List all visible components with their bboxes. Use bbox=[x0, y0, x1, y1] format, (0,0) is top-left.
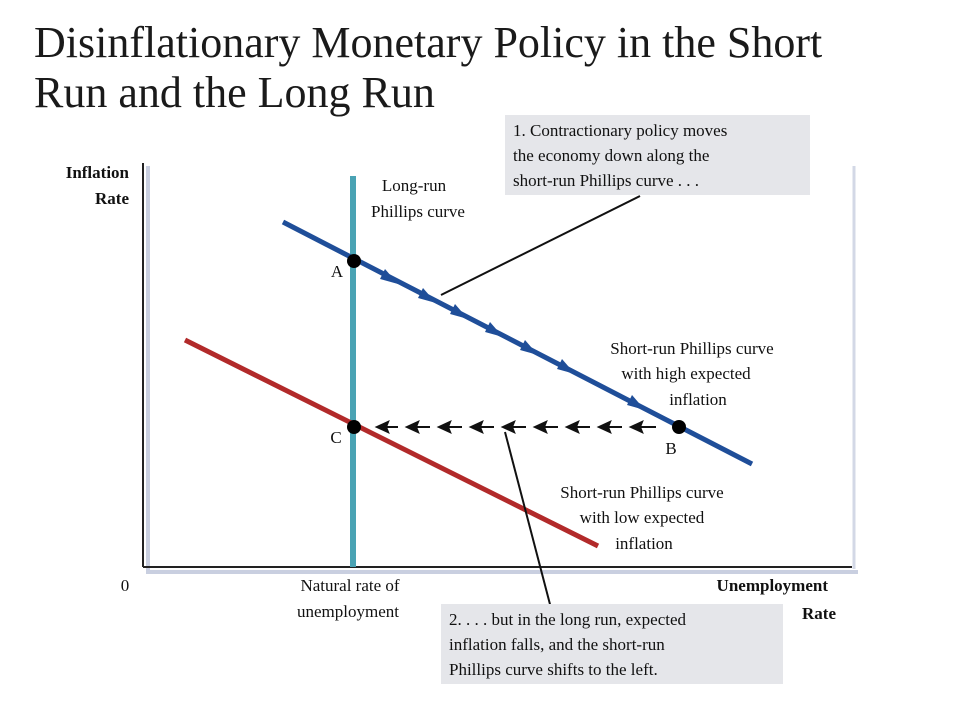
shift-arrow bbox=[404, 420, 430, 434]
srpc-low-expected-inflation bbox=[183, 337, 600, 549]
srpc-low-label-line-3: inflation bbox=[615, 534, 673, 553]
natural-rate-label-line-1: Natural rate of bbox=[300, 576, 399, 595]
movement-arrows bbox=[380, 269, 645, 410]
shift-arrow bbox=[628, 420, 656, 434]
callout-2-line-1: 2. . . . but in the long run, expected bbox=[449, 610, 687, 629]
shift-arrow bbox=[596, 420, 622, 434]
arrow-marker bbox=[520, 340, 538, 355]
shift-arrow bbox=[468, 420, 494, 434]
lrpc-label-line-2: Phillips curve bbox=[371, 202, 465, 221]
shift-arrows bbox=[374, 420, 656, 434]
slide-title: Disinflationary Monetary Policy in the S… bbox=[34, 18, 934, 118]
shift-arrow bbox=[436, 420, 462, 434]
x-axis-label-line-1: Unemployment bbox=[717, 576, 829, 595]
title-line-1: Disinflationary Monetary Policy in the S… bbox=[34, 18, 823, 67]
arrow-marker bbox=[418, 288, 436, 303]
point-a-label: A bbox=[331, 262, 344, 281]
callout-contractionary-policy: 1. Contractionary policy moves the econo… bbox=[505, 115, 810, 195]
point-c-label: C bbox=[330, 428, 341, 447]
callout-1-line-1: 1. Contractionary policy moves bbox=[513, 121, 728, 140]
callout-2-line-2: inflation falls, and the short-run bbox=[449, 635, 665, 654]
srpc-high-label-line-1: Short-run Phillips curve bbox=[610, 339, 773, 358]
srpc-low-label-line-1: Short-run Phillips curve bbox=[560, 483, 723, 502]
srpc-high-label-line-2: with high expected bbox=[621, 364, 751, 383]
callout-2-leader bbox=[504, 431, 553, 613]
point-b-label: B bbox=[665, 439, 676, 458]
callout-1-leader bbox=[440, 195, 641, 296]
point-c bbox=[347, 420, 361, 434]
callout-1-line-2: the economy down along the bbox=[513, 146, 710, 165]
srpc-low-label-line-2: with low expected bbox=[580, 508, 705, 527]
callout-1-line-3: short-run Phillips curve . . . bbox=[513, 171, 700, 190]
y-axis-label-line-1: Inflation bbox=[66, 163, 130, 182]
callout-long-run-shift: 2. . . . but in the long run, expected i… bbox=[441, 604, 783, 684]
shift-arrow bbox=[500, 420, 526, 434]
callout-2-line-3: Phillips curve shifts to the left. bbox=[449, 660, 658, 679]
point-a bbox=[347, 254, 361, 268]
x-axis-label-line-2: Rate bbox=[802, 604, 836, 623]
arrow-marker bbox=[450, 304, 468, 319]
plot-frame bbox=[142, 163, 858, 574]
natural-rate-label-line-2: unemployment bbox=[297, 602, 399, 621]
y-axis-label-line-2: Rate bbox=[95, 189, 129, 208]
shift-arrow bbox=[564, 420, 590, 434]
arrow-marker bbox=[627, 395, 645, 410]
shift-arrow bbox=[374, 420, 398, 434]
lrpc-label-line-1: Long-run bbox=[382, 176, 447, 195]
arrow-marker bbox=[380, 269, 398, 284]
arrow-marker bbox=[485, 322, 503, 337]
arrow-marker bbox=[557, 359, 575, 374]
srpc-high-label-line-3: inflation bbox=[669, 390, 727, 409]
point-b bbox=[672, 420, 686, 434]
origin-label: 0 bbox=[121, 576, 130, 595]
shift-arrow bbox=[532, 420, 558, 434]
title-line-2: Run and the Long Run bbox=[34, 68, 435, 117]
